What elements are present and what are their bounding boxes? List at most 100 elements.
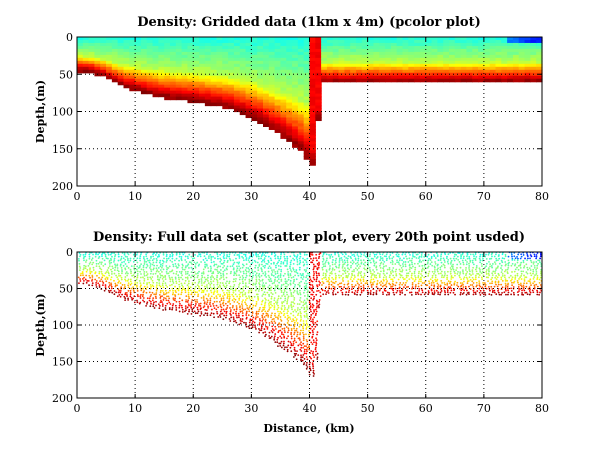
scatter-point xyxy=(316,284,318,287)
scatter-point xyxy=(258,308,261,311)
scatter-point xyxy=(120,276,123,279)
pcolor-cell xyxy=(338,57,345,62)
scatter-point xyxy=(280,312,283,315)
scatter-point xyxy=(246,297,248,300)
scatter-point xyxy=(215,295,218,298)
scatter-point xyxy=(447,293,450,296)
scatter-point xyxy=(318,263,321,265)
scatter-point xyxy=(146,263,148,266)
pcolor-cell xyxy=(152,93,159,98)
scatter-point xyxy=(398,283,401,286)
scatter-point xyxy=(292,282,295,284)
scatter-point xyxy=(200,282,203,284)
pcolor-cell xyxy=(425,75,433,80)
scatter-point xyxy=(204,312,207,315)
scatter-point xyxy=(498,274,500,277)
scatter-point xyxy=(151,263,154,266)
scatter-point xyxy=(386,268,389,271)
pcolor-cell xyxy=(100,54,107,59)
scatter-point xyxy=(110,259,113,261)
scatter-point xyxy=(338,259,341,262)
scatter-point xyxy=(292,356,295,358)
pcolor-cell xyxy=(402,75,409,80)
scatter-point xyxy=(241,293,244,296)
pcolor-cell xyxy=(257,114,264,119)
scatter-point xyxy=(516,274,519,277)
scatter-point xyxy=(298,263,301,265)
scatter-point xyxy=(107,267,110,269)
scatter-point xyxy=(429,278,432,281)
scatter-point xyxy=(292,305,295,308)
scatter-point xyxy=(447,262,450,265)
pcolor-cell xyxy=(216,45,223,50)
scatter-point xyxy=(397,253,400,256)
scatter-point xyxy=(99,267,101,270)
scatter-point xyxy=(328,267,331,270)
pcolor-cell xyxy=(478,60,485,65)
pcolor-cell xyxy=(233,84,241,89)
scatter-point xyxy=(94,278,97,281)
scatter-point xyxy=(213,300,216,303)
pcolor-cell xyxy=(303,153,311,157)
scatter-point xyxy=(155,286,158,289)
scatter-point xyxy=(501,279,504,282)
scatter-point xyxy=(412,278,414,280)
scatter-point xyxy=(474,253,477,256)
scatter-point xyxy=(100,263,103,265)
scatter-point xyxy=(133,301,136,304)
pcolor-cell xyxy=(460,72,468,77)
scatter-point xyxy=(474,268,477,271)
scatter-point xyxy=(465,255,468,258)
pcolor-cell xyxy=(251,37,258,41)
pcolor-cell xyxy=(321,48,328,53)
pcolor-cell xyxy=(419,78,427,83)
scatter-point xyxy=(135,268,138,271)
scatter-point xyxy=(101,284,104,286)
pcolor-cell xyxy=(170,96,177,101)
scatter-point xyxy=(220,262,223,265)
scatter-point xyxy=(127,284,130,287)
scatter-point xyxy=(382,293,384,295)
scatter-point xyxy=(265,262,268,265)
pcolor-cell xyxy=(518,48,526,53)
scatter-point xyxy=(287,344,290,347)
scatter-point xyxy=(505,289,507,292)
pcolor-cell xyxy=(303,117,311,122)
scatter-point xyxy=(313,278,316,281)
scatter-point xyxy=(351,270,354,273)
scatter-point xyxy=(388,267,391,269)
pcolor-cell xyxy=(280,99,287,104)
scatter-point xyxy=(380,257,382,260)
scatter-point xyxy=(507,264,510,267)
scatter-point xyxy=(161,271,163,273)
scatter-point xyxy=(281,305,284,307)
scatter-point xyxy=(188,274,191,277)
scatter-point xyxy=(190,306,193,309)
pcolor-cell xyxy=(501,69,508,74)
pcolor-cell xyxy=(129,84,136,89)
pcolor-cell xyxy=(117,72,125,77)
scatter-point xyxy=(427,265,430,268)
pcolor-cell xyxy=(175,45,183,50)
scatter-point xyxy=(321,289,324,292)
scatter-point xyxy=(248,327,251,330)
scatter-point xyxy=(237,316,240,319)
scatter-point xyxy=(282,283,285,286)
scatter-point xyxy=(178,280,181,283)
scatter-point xyxy=(309,283,312,286)
pcolor-cell xyxy=(263,37,270,41)
scatter-point xyxy=(266,312,269,315)
scatter-point xyxy=(501,291,503,294)
pcolor-cell xyxy=(536,69,543,74)
scatter-point xyxy=(193,298,196,301)
pcolor-cell xyxy=(361,51,369,56)
pcolor-cell xyxy=(152,75,159,80)
pcolor-cell xyxy=(268,81,276,86)
pcolor-cell xyxy=(315,37,322,41)
pcolor-cell xyxy=(228,84,235,89)
scatter-point xyxy=(219,310,222,313)
scatter-point xyxy=(321,284,323,286)
scatter-point xyxy=(191,308,194,311)
scatter-point xyxy=(184,279,187,282)
scatter-point xyxy=(83,264,86,267)
